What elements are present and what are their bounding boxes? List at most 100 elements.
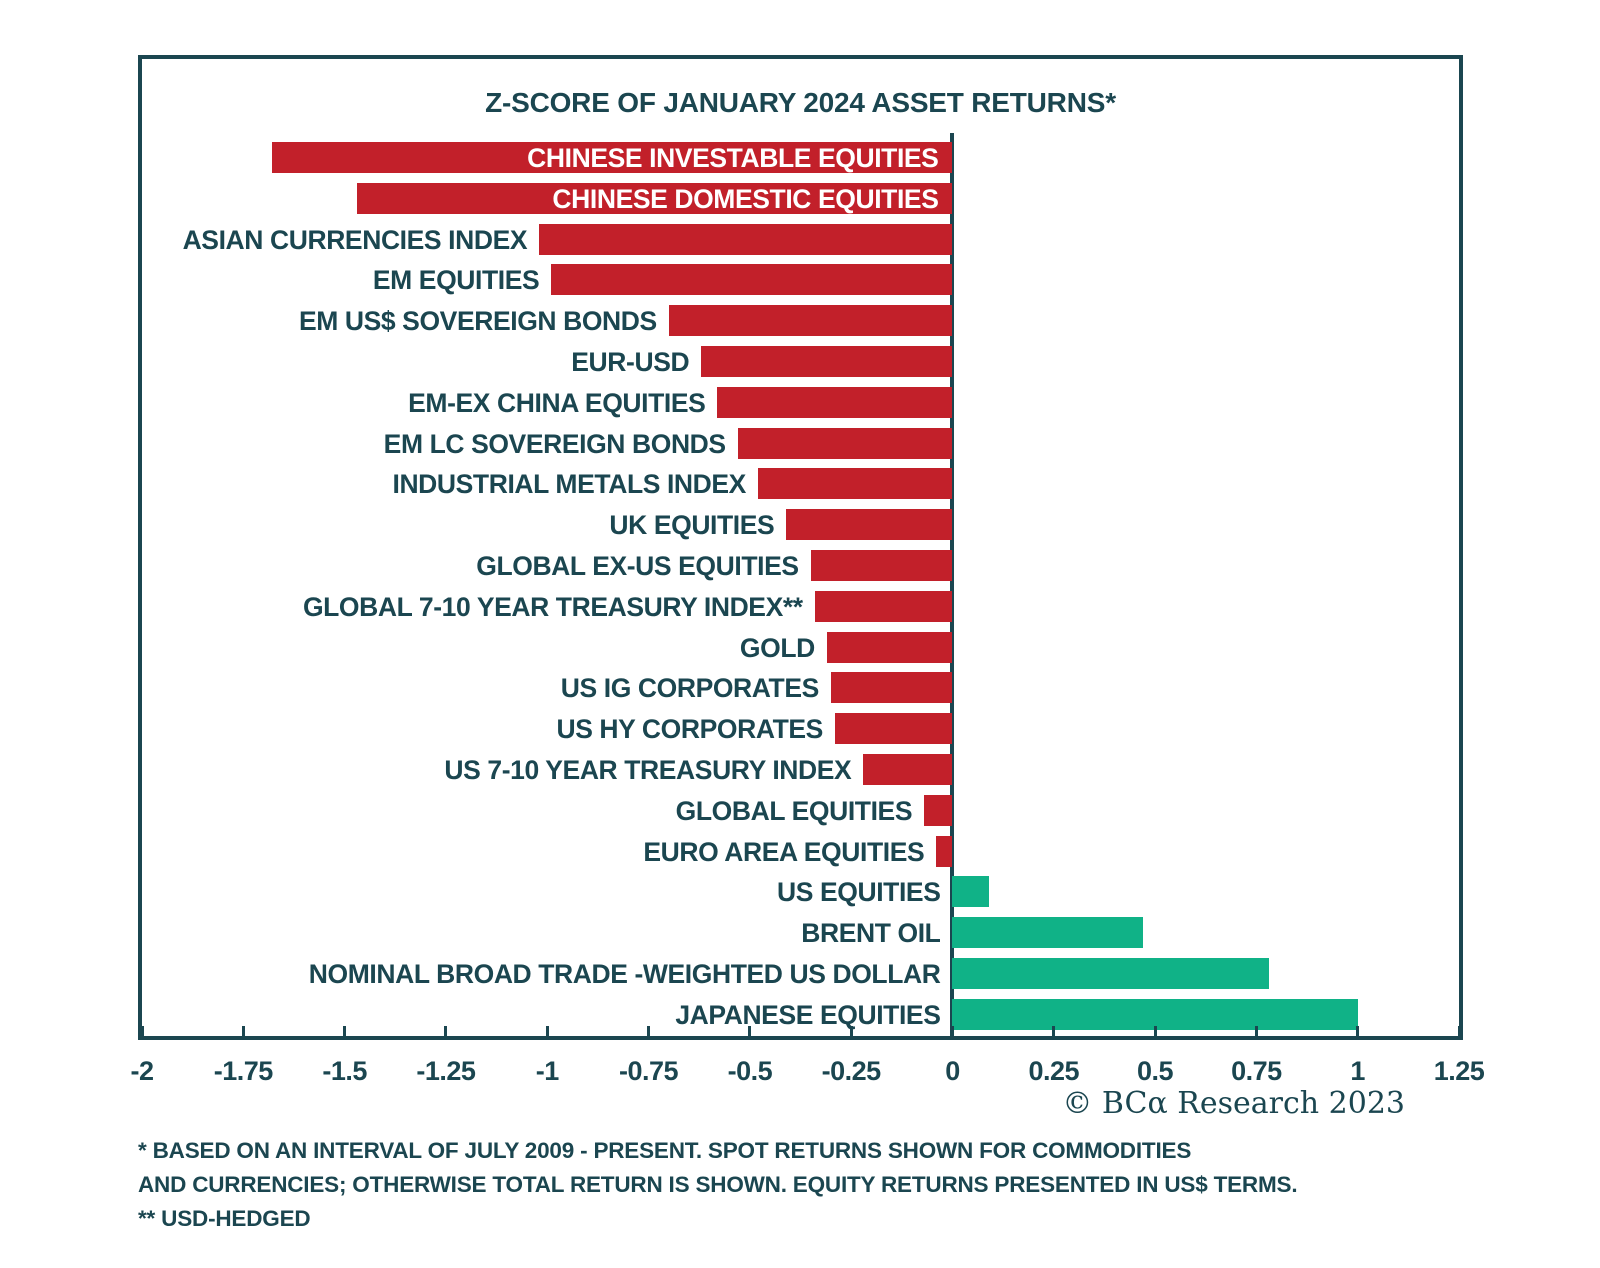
bar-row: EM US$ SOVEREIGN BONDS	[142, 305, 1459, 337]
negative-bar	[936, 835, 953, 867]
x-axis-tick	[748, 1026, 752, 1036]
x-axis-tick-label: -1.5	[322, 1056, 367, 1086]
bar-row: GLOBAL EX-US EQUITIES	[142, 550, 1459, 581]
negative-bar	[814, 590, 953, 622]
bar-row: EM EQUITIES	[142, 264, 1459, 296]
footnote-line-3: ** USD-HEDGED	[138, 1206, 311, 1231]
x-axis-tick-label: -0.25	[821, 1056, 882, 1086]
footnote-line-2: AND CURRENCIES; OTHERWISE TOTAL RETURN I…	[138, 1172, 1298, 1197]
bar-row: EM-EX CHINA EQUITIES	[142, 386, 1459, 418]
bar-row: ASIAN CURRENCIES INDEX	[142, 223, 1459, 255]
bar-label: JAPANESE EQUITIES	[675, 999, 941, 1030]
x-axis-tick	[1052, 1026, 1056, 1036]
bar-label: EM US$ SOVEREIGN BONDS	[298, 306, 657, 337]
x-axis-tick-label: -1	[535, 1056, 560, 1086]
negative-bar	[271, 142, 953, 173]
bar-row: GLOBAL 7-10 YEAR TREASURY INDEX**	[142, 590, 1459, 622]
bar-label: ASIAN CURRENCIES INDEX	[182, 224, 528, 255]
x-axis-tick	[140, 1026, 144, 1036]
x-axis-tick-label: 1	[1350, 1056, 1365, 1086]
bar-label: GLOBAL 7-10 YEAR TREASURY INDEX**	[302, 591, 803, 622]
x-axis-tick	[1254, 1026, 1258, 1036]
chart-title: Z-SCORE OF JANUARY 2024 ASSET RETURNS*	[485, 87, 1116, 118]
bar-label: US HY CORPORATES	[556, 714, 823, 745]
bar-row: US IG CORPORATES	[142, 672, 1459, 704]
bar-row: GLOBAL EQUITIES	[142, 794, 1459, 826]
zero-axis-line	[950, 133, 955, 1036]
bar-row: EURO AREA EQUITIES	[142, 835, 1459, 867]
x-axis-tick-label: -2	[130, 1056, 154, 1086]
x-axis-labels: -2 -1.75 -1.5 -1.25 -1 -0.75 -0.5 -0.25 0 0.25 0.5…	[130, 1056, 1484, 1092]
plot-area: Z-SCORE OF JANUARY 2024 ASSET RETURNS* C…	[140, 59, 1461, 1036]
x-axis-tick	[343, 1026, 347, 1036]
bar-row: US 7-10 YEAR TREASURY INDEX	[142, 754, 1459, 785]
negative-bar	[757, 468, 953, 500]
bar-label: EM EQUITIES	[372, 265, 540, 296]
positive-bar	[952, 998, 1358, 1030]
bar-row: EM LC SOVEREIGN BONDS	[142, 427, 1459, 459]
bar-row: CHINESE INVESTABLE EQUITIES	[142, 142, 1459, 173]
x-axis-tick-label: 1.25	[1433, 1056, 1485, 1086]
bar-label: GOLD	[739, 632, 815, 663]
x-axis-tick-label: -1.75	[213, 1056, 274, 1086]
x-axis-tick	[1356, 1026, 1360, 1036]
x-axis-tick	[849, 1026, 853, 1036]
footnotes: * BASED ON AN INTERVAL OF JULY 2009 - PR…	[138, 1134, 1298, 1236]
bar-label: BRENT OIL	[801, 918, 941, 949]
negative-bar	[826, 631, 953, 663]
x-axis-tick	[444, 1026, 448, 1036]
negative-bar	[717, 386, 953, 418]
x-axis-tick	[647, 1026, 651, 1036]
negative-bar	[737, 427, 953, 459]
bar-label: US EQUITIES	[777, 877, 941, 908]
bar-label: US 7-10 YEAR TREASURY INDEX	[444, 755, 852, 785]
bar-label: EM LC SOVEREIGN BONDS	[383, 428, 726, 459]
negative-bar	[356, 182, 953, 214]
x-axis-tick	[241, 1026, 245, 1036]
x-axis-tick	[545, 1026, 549, 1036]
bar-label: EUR-USD	[571, 347, 690, 377]
bar-label: CHINESE INVESTABLE EQUITIES	[527, 143, 939, 173]
bar-label: GLOBAL EQUITIES	[675, 795, 913, 826]
bar-row: US HY CORPORATES	[142, 713, 1459, 745]
positive-bar	[952, 876, 989, 908]
bar-label: UK EQUITIES	[609, 510, 775, 541]
x-axis-tick-label: 0	[945, 1056, 960, 1086]
x-axis-tick-label: -1.25	[416, 1056, 476, 1086]
bar-label: CHINESE DOMESTIC EQUITIES	[552, 183, 939, 214]
negative-bar	[668, 305, 953, 337]
negative-bar	[701, 346, 953, 377]
x-axis-tick-label: 0.75	[1231, 1056, 1282, 1086]
bar-row: BRENT OIL	[142, 917, 1459, 949]
x-axis-tick-label: 0.5	[1137, 1056, 1174, 1086]
bar-row: GOLD	[142, 631, 1459, 663]
negative-bar	[539, 223, 953, 255]
bar-row: UK EQUITIES	[142, 509, 1459, 541]
bar-label: EURO AREA EQUITIES	[643, 836, 925, 867]
negative-bar	[810, 550, 953, 581]
bar-label: EM-EX CHINA EQUITIES	[408, 387, 706, 418]
bar-label: GLOBAL EX-US EQUITIES	[476, 551, 799, 581]
chart-frame: Z-SCORE OF JANUARY 2024 ASSET RETURNS* C…	[138, 55, 1463, 1040]
x-axis-tick-label: -0.5	[727, 1056, 773, 1086]
bar-row: JAPANESE EQUITIES	[142, 998, 1459, 1030]
copyright-text: © BCα Research 2023	[1062, 1086, 1405, 1121]
negative-bar	[834, 713, 953, 745]
bar-label: US IG CORPORATES	[560, 673, 820, 704]
x-axis-tick-label: 0.25	[1028, 1056, 1080, 1086]
x-axis-tick-label: -0.75	[619, 1056, 679, 1086]
positive-bar	[952, 958, 1269, 989]
bar-label: NOMINAL BROAD TRADE -WEIGHTED US DOLLAR	[308, 959, 941, 989]
x-axis-tick	[1457, 1026, 1461, 1036]
bar-row: INDUSTRIAL METALS INDEX	[142, 468, 1459, 500]
x-axis-tick	[1153, 1026, 1157, 1036]
footnote-line-1: * BASED ON AN INTERVAL OF JULY 2009 - PR…	[138, 1138, 1192, 1163]
negative-bar	[863, 754, 953, 785]
bar-row: US EQUITIES	[142, 876, 1459, 908]
bar-row: NOMINAL BROAD TRADE -WEIGHTED US DOLLAR	[142, 958, 1459, 989]
bar-label: INDUSTRIAL METALS INDEX	[392, 469, 746, 500]
negative-bar	[830, 672, 953, 704]
negative-bar	[924, 794, 953, 826]
x-axis-tick	[950, 1026, 954, 1036]
